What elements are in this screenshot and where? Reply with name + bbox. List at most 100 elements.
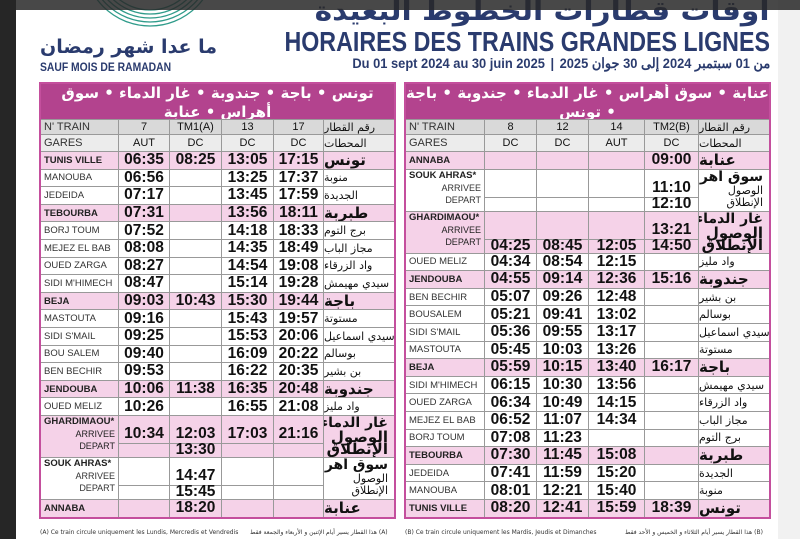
departure-time [536,152,588,169]
departure-time [274,485,323,499]
train-number: 12 [536,120,588,134]
train-number: 14 [588,120,644,134]
departure-time: 10:49 [536,394,588,411]
departure-time [169,222,221,239]
ramadan-note-arabic: ما عدا شهر رمضان [40,36,218,58]
departure-time: 09:53 [118,363,169,380]
station-name: SIDI S'MAIL [409,326,461,338]
station-cell: GHARDIMAOU* ARRIVEE DEPART [41,416,118,457]
departure-time [119,485,169,499]
departure-time: 10:06 [118,380,169,398]
station-cell: SOUK AHRAS* ARRIVEE DEPART [406,170,484,211]
departure-time [644,306,698,323]
departure-time [274,443,323,457]
station-name: GHARDIMAOU* [44,415,115,427]
departure-time: 18:49 [273,239,323,257]
station-name-arabic: سوق أهراس* [324,457,388,473]
station-name: MANOUBA [409,485,458,497]
station-name: MANOUBA [44,172,93,184]
station-name: SIDI S'MAIL [44,330,96,342]
station-name-arabic: بوسالم [323,345,394,363]
arrival-label: ARRIVEE [441,224,481,235]
station-row: MASTOUTA 09:16 15:43 19:57 مستوتة [41,309,394,327]
station-name: BOUSALEM [409,309,462,321]
time-cell [588,169,644,211]
departure-time: 07:52 [118,222,169,239]
station-name-arabic: مستوتة [698,341,769,359]
departure-time: 09:55 [536,323,588,341]
departure-time: 11:45 [536,447,588,464]
time-cell: 14:47 15:45 [169,457,221,499]
departure-time: 12:21 [536,482,588,499]
departure-time: 11:38 [169,380,221,398]
departure-time [222,485,273,499]
departure-time [644,429,698,447]
departure-time: 20:22 [273,345,323,363]
time-cell [484,169,536,211]
train-type: DC [536,135,588,151]
departure-time: 17:15 [273,152,323,169]
ntrain-row: N' TRAIN 8 12 14 TM2(B) رقم القطار [406,119,769,134]
departure-time: 08:25 [169,152,221,169]
departure-time: 06:15 [484,376,536,394]
departure-time [119,443,169,457]
station-name-arabic: طبربة [698,447,769,464]
time-cell [221,457,273,499]
departure-time: 05:07 [484,288,536,306]
departure-time: 05:59 [484,359,536,376]
station-name: OUED MELIZ [409,256,468,268]
station-row: BORJ TOUM 07:08 11:23 برج التوم [406,428,769,447]
arrival-time: 21:16 [278,425,319,443]
arrival-time: 10:34 [124,425,164,443]
station-row: BOU SALEM 09:40 16:09 20:22 بوسالم [41,344,394,363]
departure-label-arabic: الإنطلاق [701,235,763,253]
station-row: TUNIS VILLE 06:35 08:25 13:05 17:15 تونس [41,151,394,169]
station-name-arabic: جندوبة [323,380,394,398]
departure-time: 07:08 [484,429,536,447]
departure-time [537,196,588,211]
station-name: SOUK AHRAS* [44,457,112,469]
station-name: BEN BECHIR [409,291,468,303]
station-name: JEDEIDA [409,467,450,479]
departure-time: 18:39 [644,499,698,517]
departure-time: 07:41 [484,464,536,482]
arrival-label: ARRIVEE [441,182,481,193]
route-arabic: عنابة • سوق أهراس • غار الدماء • جندوبة … [406,84,769,119]
departure-time: 06:35 [118,152,169,169]
departure-time [221,499,273,517]
logo-arcs-icon [96,0,204,27]
dates-separator: | [550,55,554,71]
departure-label-arabic: الإنطلاق [351,483,388,497]
station-name-arabic: سيدي مهيمش [698,376,769,394]
departure-label-arabic: الإنطلاق [726,195,763,209]
time-cell [118,457,169,499]
departure-time: 16:09 [221,345,273,363]
time-cell [273,457,323,499]
departure-time: 09:14 [536,271,588,288]
station-name-arabic: جندوبة [698,271,769,288]
time-cell: 13:21 14:50 [644,211,698,253]
departure-time: 13:56 [588,376,644,394]
station-name: BEN BECHIR [44,365,103,377]
station-name: JENDOUBA [409,273,463,285]
time-cell: 08:45 [536,211,588,253]
time-cell: 04:25 [484,211,536,253]
departure-time [222,443,273,457]
station-name: MEJEZ EL BAB [409,414,476,426]
station-row: BEN BECHIR 05:07 09:26 12:48 بن بشير [406,287,769,306]
arrival-label: ARRIVEE [75,428,115,439]
departure-time [169,257,221,275]
station-name-arabic: واد الزرقاء [323,257,394,275]
departure-time: 04:34 [484,253,536,271]
departure-time [169,345,221,363]
station-name-arabic: الجديدة [698,464,769,482]
departure-time: 15:30 [221,292,273,310]
arrival-time [119,458,169,485]
departure-time: 09:40 [118,345,169,363]
departure-time [169,363,221,380]
station-row: MANOUBA 08:01 12:21 15:40 منوبة [406,481,769,499]
departure-label: DEPART [445,236,481,247]
departure-time [644,394,698,411]
ntrain-label: N' TRAIN [409,121,455,133]
station-name-arabic: باجة [698,359,769,376]
